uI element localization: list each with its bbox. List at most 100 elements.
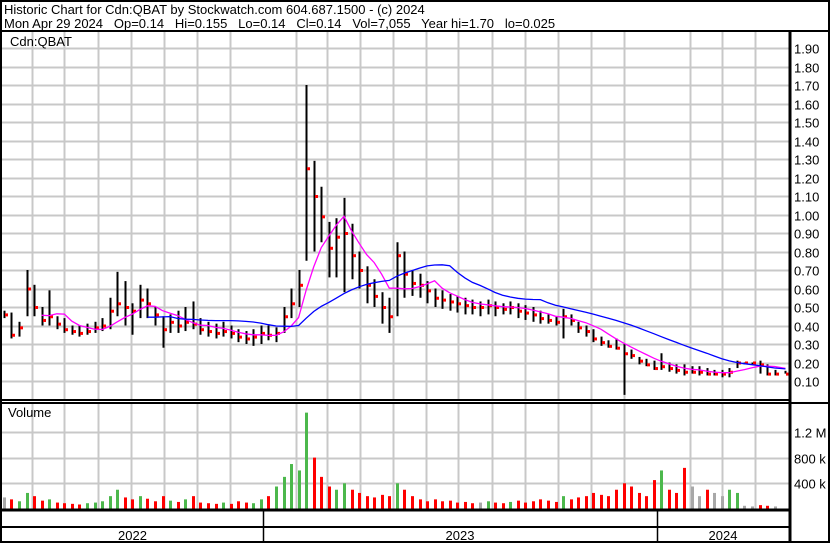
axis-labels: 0.10 0.20 0.30 0.40 0.50 0.60 0.70 0.80 0.90 1.00… bbox=[118, 42, 826, 543]
close-mark bbox=[126, 306, 129, 309]
volume-bar bbox=[313, 457, 316, 509]
close-mark bbox=[428, 289, 431, 293]
volume-bar bbox=[358, 492, 361, 509]
close-mark bbox=[254, 335, 257, 339]
volume-bar bbox=[207, 503, 210, 509]
close-mark bbox=[443, 298, 446, 302]
volume-bar bbox=[570, 499, 573, 509]
close-mark bbox=[360, 269, 363, 272]
volume-bar bbox=[623, 483, 626, 509]
close-mark bbox=[171, 320, 174, 324]
close-mark bbox=[715, 372, 718, 376]
volume-bar bbox=[56, 502, 59, 509]
close-mark bbox=[602, 341, 605, 345]
close-mark bbox=[519, 309, 522, 313]
volume-bar bbox=[33, 496, 36, 509]
close-mark bbox=[262, 331, 265, 335]
close-mark bbox=[209, 330, 212, 334]
volume-bar bbox=[615, 489, 618, 509]
volume-bar bbox=[230, 503, 233, 509]
volume-bar bbox=[10, 499, 13, 509]
volume-bar bbox=[502, 503, 505, 509]
volume-bar bbox=[94, 502, 97, 509]
volume-bar bbox=[630, 486, 633, 509]
close-mark bbox=[337, 235, 340, 239]
price-tick-label: 0.10 bbox=[794, 375, 819, 390]
volume-bar bbox=[48, 499, 51, 509]
volume-bar bbox=[494, 502, 497, 509]
price-tick-label: 0.60 bbox=[794, 283, 819, 298]
volume-bar bbox=[592, 492, 595, 509]
volume-bar bbox=[18, 501, 21, 509]
price-tick-label: 1.40 bbox=[794, 135, 819, 150]
volume-bar bbox=[71, 503, 74, 509]
volume-bar bbox=[524, 502, 527, 509]
volume-bar bbox=[388, 496, 391, 509]
volume-bar bbox=[373, 497, 376, 509]
close-mark bbox=[383, 306, 386, 309]
close-mark bbox=[693, 370, 696, 374]
volume-bar bbox=[728, 489, 731, 509]
moving-average-line bbox=[147, 264, 786, 370]
volume-label: Volume bbox=[8, 405, 51, 420]
volume-bar bbox=[547, 500, 550, 509]
volume-bar bbox=[683, 467, 686, 509]
volume-bar bbox=[555, 501, 558, 509]
close-mark bbox=[670, 367, 673, 371]
close-mark bbox=[300, 283, 303, 287]
price-tick-label: 0.20 bbox=[794, 357, 819, 372]
volume-bar bbox=[441, 501, 444, 509]
close-mark bbox=[436, 296, 439, 300]
close-mark bbox=[179, 324, 182, 328]
volume-bars bbox=[3, 412, 787, 510]
close-mark bbox=[353, 254, 356, 258]
close-mark bbox=[564, 315, 567, 319]
volume-bar bbox=[607, 496, 610, 509]
close-mark bbox=[103, 324, 106, 328]
volume-bar bbox=[260, 499, 263, 509]
close-mark bbox=[345, 232, 348, 235]
close-mark bbox=[481, 306, 484, 309]
close-mark bbox=[685, 370, 688, 374]
quote-summary: Mon Apr 29 2024 Op=0.14 Hi=0.155 Lo=0.14… bbox=[4, 16, 556, 31]
close-mark bbox=[111, 309, 114, 313]
volume-bar bbox=[335, 489, 338, 509]
close-mark bbox=[247, 337, 250, 341]
close-mark bbox=[292, 302, 295, 306]
close-mark bbox=[239, 335, 242, 339]
close-mark bbox=[118, 302, 121, 306]
close-mark bbox=[534, 313, 537, 317]
volume-bar bbox=[328, 486, 331, 509]
close-mark bbox=[625, 352, 628, 356]
volume-bar bbox=[411, 496, 414, 509]
close-mark bbox=[504, 307, 507, 311]
close-mark bbox=[322, 215, 325, 219]
volume-bar bbox=[675, 492, 678, 509]
price-tick-label: 0.50 bbox=[794, 301, 819, 316]
close-mark bbox=[451, 300, 454, 304]
close-mark bbox=[12, 333, 15, 337]
close-mark bbox=[466, 304, 469, 308]
volume-bar bbox=[169, 500, 172, 509]
close-mark bbox=[526, 311, 529, 315]
close-mark bbox=[776, 372, 779, 376]
year-label: 2023 bbox=[446, 528, 475, 543]
volume-bar bbox=[509, 501, 512, 509]
price-tick-label: 1.80 bbox=[794, 61, 819, 76]
volume-bar bbox=[766, 505, 769, 509]
close-mark bbox=[640, 359, 643, 363]
volume-bar bbox=[487, 501, 490, 509]
volume-bar bbox=[736, 492, 739, 509]
close-mark bbox=[88, 330, 91, 334]
close-mark bbox=[375, 294, 378, 298]
close-mark bbox=[708, 372, 711, 376]
volume-bar bbox=[562, 496, 565, 509]
close-mark bbox=[20, 326, 23, 330]
price-tick-label: 1.20 bbox=[794, 172, 819, 187]
volume-bar bbox=[449, 500, 452, 509]
close-mark bbox=[700, 370, 703, 374]
volume-bar bbox=[464, 501, 467, 509]
moving-averages bbox=[41, 215, 786, 374]
volume-bar bbox=[237, 501, 240, 509]
